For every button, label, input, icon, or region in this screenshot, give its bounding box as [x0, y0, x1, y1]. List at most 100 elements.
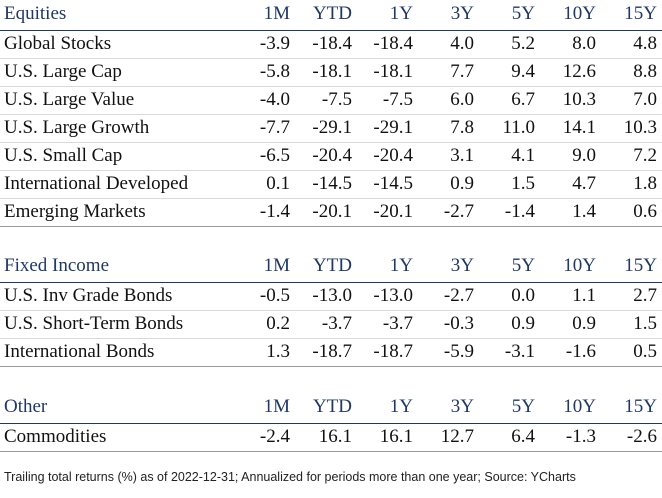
row-label: U.S. Short-Term Bonds [4, 313, 184, 334]
cell: 6.7 [511, 89, 535, 110]
col-header-15y: 15Y [624, 3, 657, 24]
cell: -2.6 [626, 426, 657, 447]
cell: 14.1 [562, 117, 596, 138]
cell: -20.4 [373, 145, 413, 166]
row-label: International Bonds [4, 341, 155, 362]
other-header: Other 1M YTD 1Y 3Y 5Y 10Y 15Y [0, 393, 662, 424]
col-header-3y: 3Y [450, 255, 474, 276]
row-label: U.S. Large Growth [4, 117, 150, 138]
cell: 4.0 [450, 33, 474, 54]
col-header-15y: 15Y [624, 396, 657, 417]
cell: 0.6 [633, 201, 657, 222]
cell: 7.2 [633, 145, 657, 166]
equities-section: Equities 1M YTD 1Y 3Y 5Y 10Y 15Y Global … [0, 0, 662, 227]
cell: 4.1 [511, 145, 535, 166]
cell: 1.4 [572, 201, 596, 222]
table-row: U.S. Large Value -4.0 -7.5 -7.5 6.0 6.7 … [0, 87, 662, 115]
footnote: Trailing total returns (%) as of 2022-12… [4, 470, 576, 484]
cell: -2.7 [443, 285, 474, 306]
cell: 7.7 [450, 61, 474, 82]
cell: -1.4 [504, 201, 535, 222]
equities-header: Equities 1M YTD 1Y 3Y 5Y 10Y 15Y [0, 0, 662, 31]
fixed-income-section: Fixed Income 1M YTD 1Y 3Y 5Y 10Y 15Y U.S… [0, 252, 662, 367]
cell: -1.6 [565, 341, 596, 362]
cell: 10.3 [562, 89, 596, 110]
cell: -29.1 [312, 117, 352, 138]
row-label: Emerging Markets [4, 201, 146, 222]
col-header-3y: 3Y [450, 396, 474, 417]
col-header-10y: 10Y [563, 255, 596, 276]
cell: 0.9 [511, 313, 535, 334]
col-header-10y: 10Y [563, 3, 596, 24]
cell: -14.5 [373, 173, 413, 194]
col-header-15y: 15Y [624, 255, 657, 276]
cell: -6.5 [259, 145, 290, 166]
cell: 9.4 [511, 61, 535, 82]
cell: 4.8 [633, 33, 657, 54]
cell: 9.0 [572, 145, 596, 166]
cell: -3.9 [259, 33, 290, 54]
cell: -3.7 [382, 313, 413, 334]
cell: -13.0 [312, 285, 352, 306]
table-row: U.S. Large Cap -5.8 -18.1 -18.1 7.7 9.4 … [0, 59, 662, 87]
cell: 1.5 [511, 173, 535, 194]
cell: 11.0 [502, 117, 535, 138]
cell: 3.1 [450, 145, 474, 166]
section-title: Equities [4, 3, 67, 24]
row-label: U.S. Large Cap [4, 61, 122, 82]
other-section: Other 1M YTD 1Y 3Y 5Y 10Y 15Y Commoditie… [0, 393, 662, 452]
col-header-ytd: YTD [312, 255, 352, 276]
col-header-5y: 5Y [511, 3, 535, 24]
cell: -18.7 [312, 341, 352, 362]
cell: 0.0 [511, 285, 535, 306]
col-header-5y: 5Y [511, 396, 535, 417]
cell: -20.1 [373, 201, 413, 222]
row-label: U.S. Large Value [4, 89, 135, 110]
cell: 1.3 [266, 341, 290, 362]
cell: 16.1 [318, 426, 352, 447]
table-row: Emerging Markets -1.4 -20.1 -20.1 -2.7 -… [0, 199, 662, 227]
section-title: Fixed Income [4, 255, 110, 276]
cell: -3.7 [321, 313, 352, 334]
cell: -0.3 [443, 313, 474, 334]
cell: 12.7 [440, 426, 474, 447]
cell: -18.7 [373, 341, 413, 362]
cell: 0.1 [266, 173, 290, 194]
table-row: U.S. Short-Term Bonds 0.2 -3.7 -3.7 -0.3… [0, 311, 662, 339]
cell: -18.4 [312, 33, 352, 54]
section-title: Other [4, 396, 48, 417]
cell: 1.1 [572, 285, 596, 306]
cell: 8.0 [572, 33, 596, 54]
other-rows: Commodities -2.4 16.1 16.1 12.7 6.4 -1.3… [0, 424, 662, 452]
cell: -7.5 [321, 89, 352, 110]
cell: -7.5 [382, 89, 413, 110]
row-label: U.S. Inv Grade Bonds [4, 285, 173, 306]
col-header-1m: 1M [263, 396, 290, 417]
cell: 7.0 [633, 89, 657, 110]
table-row: U.S. Large Growth -7.7 -29.1 -29.1 7.8 1… [0, 115, 662, 143]
cell: -2.7 [443, 201, 474, 222]
col-header-1y: 1Y [389, 255, 413, 276]
cell: 12.6 [562, 61, 596, 82]
table-row: U.S. Inv Grade Bonds -0.5 -13.0 -13.0 -2… [0, 283, 662, 311]
cell: -1.3 [565, 426, 596, 447]
cell: -3.1 [504, 341, 535, 362]
cell: 0.9 [572, 313, 596, 334]
cell: -18.4 [373, 33, 413, 54]
fixed-income-header: Fixed Income 1M YTD 1Y 3Y 5Y 10Y 15Y [0, 252, 662, 283]
col-header-ytd: YTD [312, 3, 352, 24]
cell: -7.7 [259, 117, 290, 138]
cell: 4.7 [572, 173, 596, 194]
row-label: U.S. Small Cap [4, 145, 123, 166]
fixed-income-rows: U.S. Inv Grade Bonds -0.5 -13.0 -13.0 -2… [0, 283, 662, 367]
cell: -18.1 [373, 61, 413, 82]
cell: 6.4 [511, 426, 535, 447]
cell: -2.4 [259, 426, 290, 447]
cell: -29.1 [373, 117, 413, 138]
cell: 0.2 [266, 313, 290, 334]
cell: 10.3 [623, 117, 657, 138]
cell: -20.1 [312, 201, 352, 222]
cell: 16.1 [379, 426, 413, 447]
cell: 2.7 [633, 285, 657, 306]
table-row: International Bonds 1.3 -18.7 -18.7 -5.9… [0, 339, 662, 367]
